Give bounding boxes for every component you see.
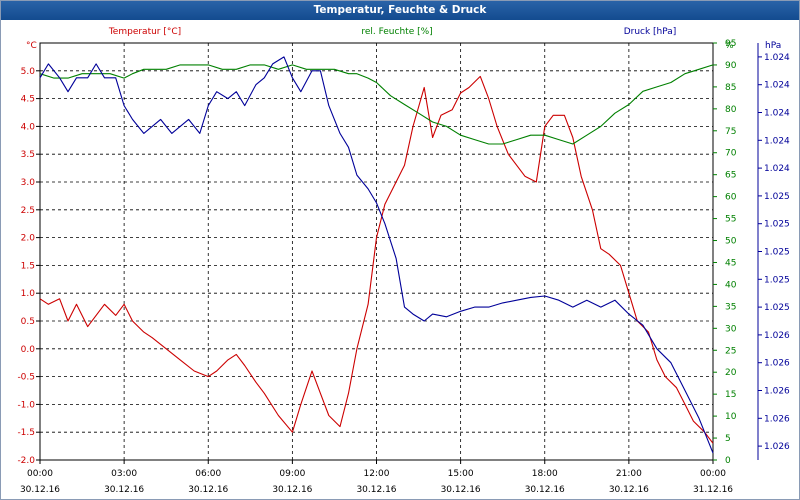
y-right-tick-label: 1.024 <box>764 81 790 91</box>
y-left-tick-label: 1.5 <box>21 261 35 271</box>
x-tick-label-date: 30.12.16 <box>104 485 144 495</box>
y-left-tick-label: 0.5 <box>21 317 35 327</box>
y-right-tick-label: 1.026 <box>764 331 790 341</box>
y-middle-tick-label: 85 <box>725 83 736 93</box>
y-left-tick-label: -1.0 <box>17 400 35 410</box>
window-title: Temperatur, Feuchte & Druck <box>1 1 799 20</box>
y-left-tick-label: -2.0 <box>17 456 35 466</box>
y-right-tick-label: 1.024 <box>764 109 790 119</box>
y-right-tick-label: 1.024 <box>764 53 790 63</box>
y-left-tick-label: 3.5 <box>21 150 35 160</box>
y-middle-tick-label: 0 <box>725 456 731 466</box>
x-tick-label-time: 00:00 <box>700 469 726 479</box>
y-right-tick-label: 1.026 <box>764 387 790 397</box>
y-middle-unit: % <box>725 41 734 51</box>
y-middle-tick-label: 20 <box>725 368 737 378</box>
y-middle-tick-label: 80 <box>725 105 737 115</box>
series-humidity-line <box>39 64 714 145</box>
y-middle-tick-label: 65 <box>725 171 736 181</box>
y-left-tick-label: -1.5 <box>17 428 35 438</box>
y-right-tick-label: 1.026 <box>764 442 790 452</box>
y-right-tick-label: 1.024 <box>764 136 790 146</box>
x-tick-label-date: 30.12.16 <box>609 485 649 495</box>
y-middle-tick-label: 55 <box>725 215 736 225</box>
y-right-tick-label: 1.025 <box>764 220 790 230</box>
y-middle-tick-label: 15 <box>725 390 736 400</box>
x-tick-label-date: 31.12.16 <box>693 485 733 495</box>
x-tick-label-date: 30.12.16 <box>188 485 228 495</box>
x-tick-label-date: 30.12.16 <box>20 485 60 495</box>
x-tick-label-date: 30.12.16 <box>356 485 396 495</box>
y-right-tick-label: 1.025 <box>764 248 790 258</box>
y-middle-tick-label: 95 <box>725 39 736 49</box>
y-middle-tick-label: 60 <box>725 193 737 203</box>
y-middle-tick-label: 75 <box>725 127 736 137</box>
x-tick-label-time: 06:00 <box>195 469 221 479</box>
y-left-tick-label: 2.5 <box>21 206 35 216</box>
y-middle-tick-label: 35 <box>725 302 736 312</box>
y-middle-tick-label: 50 <box>725 237 737 247</box>
y-middle-tick-label: 10 <box>725 412 737 422</box>
x-tick-label-time: 12:00 <box>364 469 390 479</box>
x-tick-label-time: 09:00 <box>279 469 305 479</box>
y-middle-tick-label: 70 <box>725 149 737 159</box>
x-tick-label-time: 00:00 <box>27 469 53 479</box>
y-left-tick-label: 4.5 <box>21 95 35 105</box>
y-right-tick-label: 1.025 <box>764 275 790 285</box>
y-middle-tick-label: 40 <box>725 280 737 290</box>
y-left-tick-label: 1.0 <box>21 289 36 299</box>
y-left-tick-label: 0.0 <box>21 345 36 355</box>
y-left-tick-label: 5.0 <box>21 67 36 77</box>
x-tick-label-time: 03:00 <box>111 469 137 479</box>
y-left-tick-label: 4.0 <box>21 122 36 132</box>
y-left-tick-label: 2.0 <box>21 234 36 244</box>
y-middle-tick-label: 25 <box>725 346 736 356</box>
y-middle-tick-label: 30 <box>725 324 737 334</box>
plot-frame <box>39 42 714 461</box>
y-right-tick-label: 1.025 <box>764 192 790 202</box>
legend-temperature: Temperatur [°C] <box>108 27 181 37</box>
y-right-tick-label: 1.026 <box>764 359 790 369</box>
x-tick-label-date: 30.12.16 <box>441 485 481 495</box>
x-tick-label-time: 18:00 <box>532 469 558 479</box>
x-tick-label-time: 15:00 <box>448 469 474 479</box>
y-middle-tick-label: 45 <box>725 258 736 268</box>
legend-pressure: Druck [hPa] <box>624 27 677 37</box>
y-left-unit: °C <box>26 41 37 51</box>
x-tick-label-date: 30.12.16 <box>272 485 312 495</box>
y-right-tick-label: 1.026 <box>764 414 790 424</box>
y-middle-tick-label: 90 <box>725 61 737 71</box>
series-pressure-line <box>39 56 714 454</box>
series-temperature-line <box>39 75 714 444</box>
y-middle-tick-label: 5 <box>725 434 731 444</box>
y-left-tick-label: -0.5 <box>17 373 35 383</box>
y-right-tick-label: 1.024 <box>764 164 790 174</box>
x-tick-label-time: 21:00 <box>616 469 642 479</box>
y-right-unit: hPa <box>765 41 781 51</box>
y-right-tick-label: 1.025 <box>764 303 790 313</box>
legend-humidity: rel. Feuchte [%] <box>361 27 432 37</box>
y-left-tick-label: 3.0 <box>21 178 36 188</box>
x-tick-label-date: 30.12.16 <box>525 485 565 495</box>
